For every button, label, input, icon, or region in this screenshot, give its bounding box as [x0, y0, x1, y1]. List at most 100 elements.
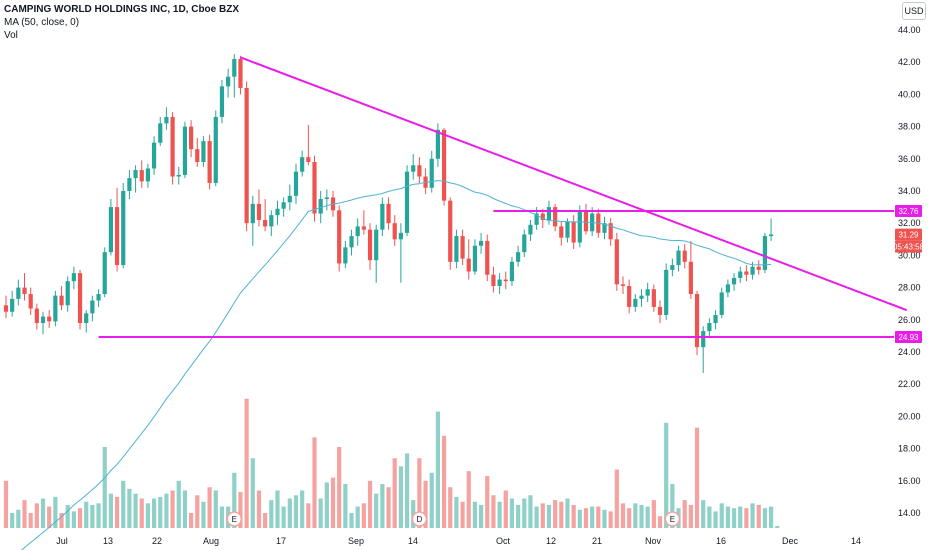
candle [744, 265, 749, 282]
volume-bar [553, 500, 558, 528]
volume-bar [713, 511, 718, 528]
volume-bar [151, 498, 157, 528]
candle [127, 170, 132, 200]
volume-bar [71, 511, 76, 528]
candle [435, 123, 440, 167]
candle [324, 189, 329, 211]
candle [121, 182, 126, 269]
volume-bar [485, 475, 490, 528]
trendline-descending[interactable] [240, 56, 908, 312]
y-tick-label: 26.00 [898, 315, 921, 325]
candle [361, 210, 366, 235]
volume-bar [688, 504, 693, 528]
legend-title[interactable]: CAMPING WORLD HOLDINGS INC, 1D, Cboe BZX [4, 4, 239, 15]
volume-bar [47, 506, 52, 528]
volume-bar [28, 513, 33, 528]
candle [287, 184, 292, 211]
volume-bar [620, 503, 626, 528]
candle [651, 284, 656, 312]
trendlines-layer [98, 56, 908, 339]
candle [614, 232, 619, 291]
volume-bar [731, 508, 737, 528]
event-marker[interactable]: D [411, 511, 428, 527]
candle [565, 218, 570, 243]
candle [670, 258, 675, 277]
candle [114, 187, 120, 272]
candle [170, 112, 175, 185]
volume-bar [3, 480, 9, 528]
candle [374, 224, 379, 283]
price-tag: 05:43:58 [893, 240, 925, 253]
volume-bar [189, 513, 194, 528]
volume-bar [540, 503, 545, 528]
x-tick-label: 12 [546, 536, 556, 546]
candle [478, 232, 484, 254]
candle [694, 290, 700, 356]
volume-bar [546, 504, 552, 528]
candle [219, 79, 225, 124]
candle [71, 266, 76, 290]
candle [577, 205, 582, 248]
volume-bar [16, 509, 21, 528]
y-tick-label: 22.00 [898, 379, 921, 389]
candle [275, 200, 280, 225]
volume-bar [503, 490, 508, 528]
price-axis[interactable]: 44.00 42.00 40.00 38.00 36.00 34.00 32.00 30.00… [898, 25, 921, 518]
volume-bar [411, 500, 416, 528]
candle [620, 276, 626, 295]
currency-button[interactable]: USD [902, 2, 926, 20]
y-tick-label: 34.00 [898, 186, 921, 196]
candle [664, 263, 669, 320]
volume-bar [454, 496, 459, 528]
candle [108, 199, 113, 256]
candle [306, 124, 311, 166]
time-axis[interactable]: Jul 13 22 Aug 17 Sep 14 Oct 12 21 Nov 16 Dec 14 [56, 536, 861, 546]
volume-bar [614, 469, 619, 528]
volume-bar [657, 516, 663, 528]
x-tick-label: 16 [716, 536, 726, 546]
candle [682, 244, 687, 269]
volume-bar [583, 508, 589, 528]
volume-bar [34, 503, 39, 528]
candle [738, 266, 743, 283]
candle [509, 257, 515, 286]
volume-bar [602, 509, 607, 528]
candle [380, 197, 385, 237]
candle [676, 245, 681, 272]
volume-bar [565, 498, 570, 528]
volume-bar [435, 411, 440, 528]
x-tick-label: Aug [203, 536, 219, 546]
candle [583, 203, 589, 235]
volume-bar [596, 506, 601, 528]
candle [269, 210, 274, 237]
volume-bar [355, 506, 360, 528]
price-tag: 31.29 [895, 228, 922, 241]
candle [608, 218, 613, 246]
volume-bar [534, 506, 539, 528]
x-tick-label: 14 [851, 536, 861, 546]
price-tag: 24.93 [895, 331, 922, 344]
svg-text:E: E [232, 515, 237, 524]
volume-bar [725, 506, 730, 528]
candle [312, 155, 317, 222]
x-tick-label: 13 [103, 536, 113, 546]
event-marker[interactable]: E [226, 511, 243, 527]
candle [40, 311, 46, 335]
candle [102, 247, 107, 298]
candle [516, 245, 521, 267]
event-marker[interactable]: E [664, 511, 681, 527]
volume-bar [77, 508, 83, 528]
volume-bar [491, 495, 496, 528]
volume-bar [53, 496, 58, 528]
candle [392, 215, 397, 246]
candle [355, 218, 360, 246]
candle [300, 150, 305, 177]
candle [719, 287, 724, 319]
candle [756, 260, 761, 275]
volume-bar [207, 487, 212, 528]
y-tick-label: 32.00 [898, 218, 921, 228]
candle [398, 223, 403, 283]
legend-ma[interactable]: MA (50, close, 0) [4, 17, 80, 28]
legend-vol[interactable]: Vol [4, 30, 18, 41]
